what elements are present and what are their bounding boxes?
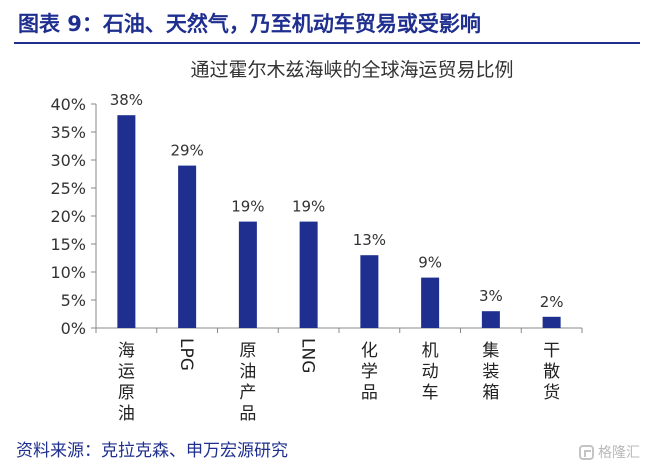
data-label: 3% [479, 287, 503, 305]
bar-series [117, 115, 561, 328]
figure-title: 图表 9：石油、天然气，乃至机动车贸易或受影响 [18, 12, 481, 36]
bar-chart: 通过霍尔木兹海峡的全球海运贸易比例 0% 5% 10% 15% 20% 25% 30% 35%… [50, 59, 583, 424]
y-tick-label: 40% [50, 95, 86, 114]
y-tick-label: 10% [50, 263, 86, 282]
data-label: 19% [292, 198, 325, 216]
x-axis [95, 327, 583, 333]
bar [360, 255, 379, 328]
category-label: 原油产品 [239, 341, 256, 424]
chart-title: 通过霍尔木兹海峡的全球海运贸易比例 [190, 59, 513, 81]
watermark-text: 格隆汇 [598, 445, 640, 461]
bar [117, 115, 136, 328]
category-label: 干散货 [543, 341, 560, 403]
data-label: 19% [231, 198, 264, 216]
data-label: 9% [418, 254, 442, 272]
y-axis: 0% 5% 10% 15% 20% 25% 30% 35% 40% [50, 95, 97, 338]
bar [481, 311, 500, 328]
category-labels: 海运原油 LPG 原油产品 LNG 化学品 机动车 集装箱 干散货 [118, 338, 560, 424]
category-label: LPG [176, 338, 196, 371]
gelonghui-logo-icon [579, 444, 594, 460]
category-label: 化学品 [361, 341, 378, 403]
watermark: 格隆汇 [579, 442, 640, 462]
y-tick-label: 20% [50, 207, 86, 226]
category-label: LNG [298, 338, 318, 373]
category-label: 机动车 [422, 341, 439, 403]
data-labels: 38% 29% 19% 19% 13% 9% 3% 2% [110, 91, 564, 311]
bar [421, 277, 440, 328]
category-label: 集装箱 [482, 341, 499, 403]
chart-area: 通过霍尔木兹海峡的全球海运贸易比例 0% 5% 10% 15% 20% 25% 30% 35%… [0, 44, 654, 434]
bar [542, 316, 561, 328]
y-tick-label: 5% [61, 291, 86, 310]
bar [299, 221, 318, 328]
data-label: 2% [540, 293, 564, 311]
figure-header: 图表 9：石油、天然气，乃至机动车贸易或受影响 [14, 4, 640, 44]
source-note: 资料来源：克拉克森、申万宏源研究 [16, 441, 288, 461]
y-tick-label: 25% [50, 179, 86, 198]
data-label: 38% [110, 91, 143, 109]
y-tick-label: 15% [50, 235, 86, 254]
data-label: 29% [170, 142, 203, 160]
data-label: 13% [353, 231, 386, 249]
bar [238, 221, 257, 328]
y-tick-label: 0% [61, 319, 86, 338]
title-divider [14, 42, 640, 44]
y-tick-label: 30% [50, 151, 86, 170]
y-tick-label: 35% [50, 123, 86, 142]
category-label: 海运原油 [118, 341, 135, 424]
bar [178, 165, 197, 328]
